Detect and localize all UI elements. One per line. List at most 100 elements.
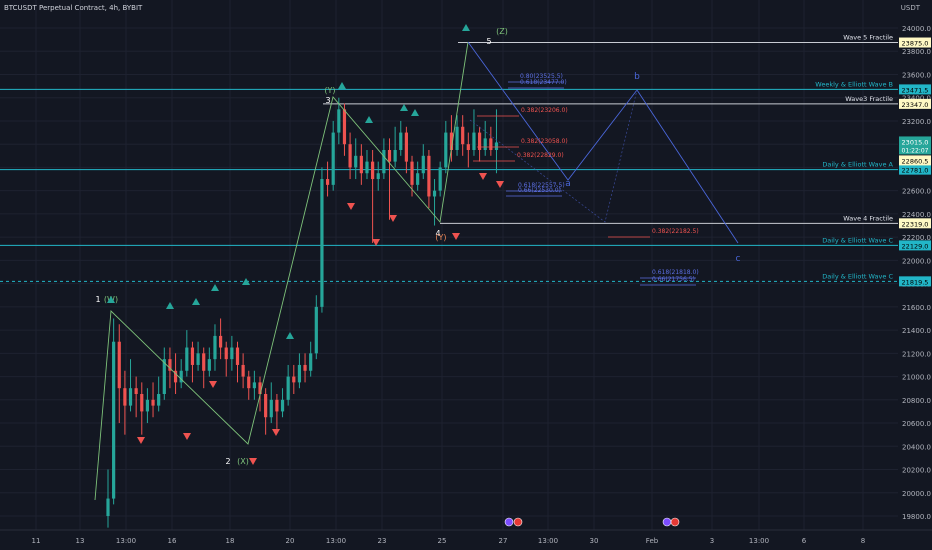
candle-body [106,498,110,516]
abc-projection-path [467,41,739,244]
wave-label: 4 [435,229,440,238]
elliott-wave-path [94,41,469,501]
fib-label: 0.618(22557.5) [518,182,565,189]
candle-body [252,382,256,389]
y-tick-label: 20800.0 [902,397,931,405]
candle-body [438,167,442,191]
price-tag [899,37,931,48]
fractal-up-marker [242,278,250,285]
candle-body [151,399,155,406]
candle-body [224,347,228,360]
x-tick-label: 11 [32,537,41,545]
fractal-down-marker [389,215,397,222]
candle-body [202,353,206,371]
fractal-up-marker [411,109,419,116]
wave-label: 5 [486,37,491,46]
candle-body [145,399,150,412]
candle-body [280,399,285,412]
fib-label: 0.382(22829.0) [517,152,564,159]
current-price-tag [899,136,931,155]
candle-body [410,161,414,185]
fractal-down-marker [452,233,460,240]
x-tick-label: 13:00 [326,537,346,545]
abc-projection-alt [469,89,638,223]
fractal-up-marker [286,332,294,339]
candle-body [196,353,200,365]
fractal-down-marker [496,181,504,188]
fractal-up-marker [365,116,373,123]
fractal-up-marker [166,302,174,309]
x-tick-label: 8 [861,537,865,545]
candle-body [382,150,386,174]
candle-body [371,161,375,180]
fib-label: 0.66(22530.0) [518,187,561,194]
fib-label: 0.618(21818.0) [652,269,699,276]
symbol-title: BTCUSDT Perpetual Contract, 4h, BYBIT [4,4,143,12]
fib-label: 0.66(21756.5) [652,276,695,283]
y-tick-label: 20000.0 [902,490,931,498]
x-tick-label: 13:00 [116,537,136,545]
candle-body [275,399,279,412]
candle-body [117,341,121,389]
fractal-up-marker [462,24,470,31]
fib-label: 0.618(23477.0) [520,79,567,86]
level-label: Wave 4 Fractile [843,214,893,222]
candle-body [325,179,330,185]
candle-body [427,155,431,197]
candle-body [348,144,352,168]
y-tick-label: 23200.0 [902,118,931,126]
y-tick-label: 20400.0 [902,443,931,451]
currency-label: USDT [900,4,920,12]
wave-label: 2 [225,457,230,466]
price-tag [899,276,931,287]
candle-body [128,388,133,406]
x-tick-label: 25 [438,537,447,545]
price-tag-label: 22781.0 [902,167,929,175]
y-tick-label: 19800.0 [902,513,931,521]
x-tick-label: 20 [286,537,295,545]
fractal-down-marker [209,381,217,388]
x-tick-label: 18 [226,537,235,545]
candle-body [354,155,358,168]
candle-body [331,132,335,185]
candle-body [241,364,245,377]
y-tick-label: 20200.0 [902,467,931,475]
event-icon [513,517,523,527]
candle-body [376,173,380,180]
y-tick-label: 22600.0 [902,188,931,196]
price-tag [899,98,931,109]
x-tick-label: 6 [802,537,807,545]
fractal-up-marker [338,82,346,89]
candle-body [235,347,240,365]
candle-body [309,353,313,371]
fib-label: 0.80(23525.5) [520,73,563,80]
price-tag-label: 23471.5 [902,86,929,94]
wave-label: (Y) [324,86,335,95]
event-icon [504,517,514,527]
y-tick-label: 21400.0 [902,327,931,335]
candle-body [179,370,183,383]
wave-label: (X) [237,457,249,466]
candle-body [494,142,499,150]
candle-body [337,109,341,133]
fractal-up-marker [211,284,219,291]
y-tick-label: 22400.0 [902,211,931,219]
y-tick-label: 21000.0 [902,374,931,382]
candle-body [449,132,454,150]
x-tick-label: 13:00 [749,537,769,545]
price-tag-label: 21819.5 [902,278,929,286]
candle-body [421,155,425,174]
y-tick-label: 22000.0 [902,257,931,265]
candle-body [342,109,347,145]
candle-body [314,306,318,354]
candle-body [399,132,403,150]
y-tick-label: 21200.0 [902,350,931,358]
fib-label: 0.382(22182.5) [652,228,699,235]
price-tag-label: 23347.0 [902,101,929,109]
candle-body [483,138,487,150]
fractal-down-marker [249,458,257,465]
abc-label: a [565,179,571,189]
fractal-up-marker [192,298,200,305]
candle-body [173,370,178,383]
